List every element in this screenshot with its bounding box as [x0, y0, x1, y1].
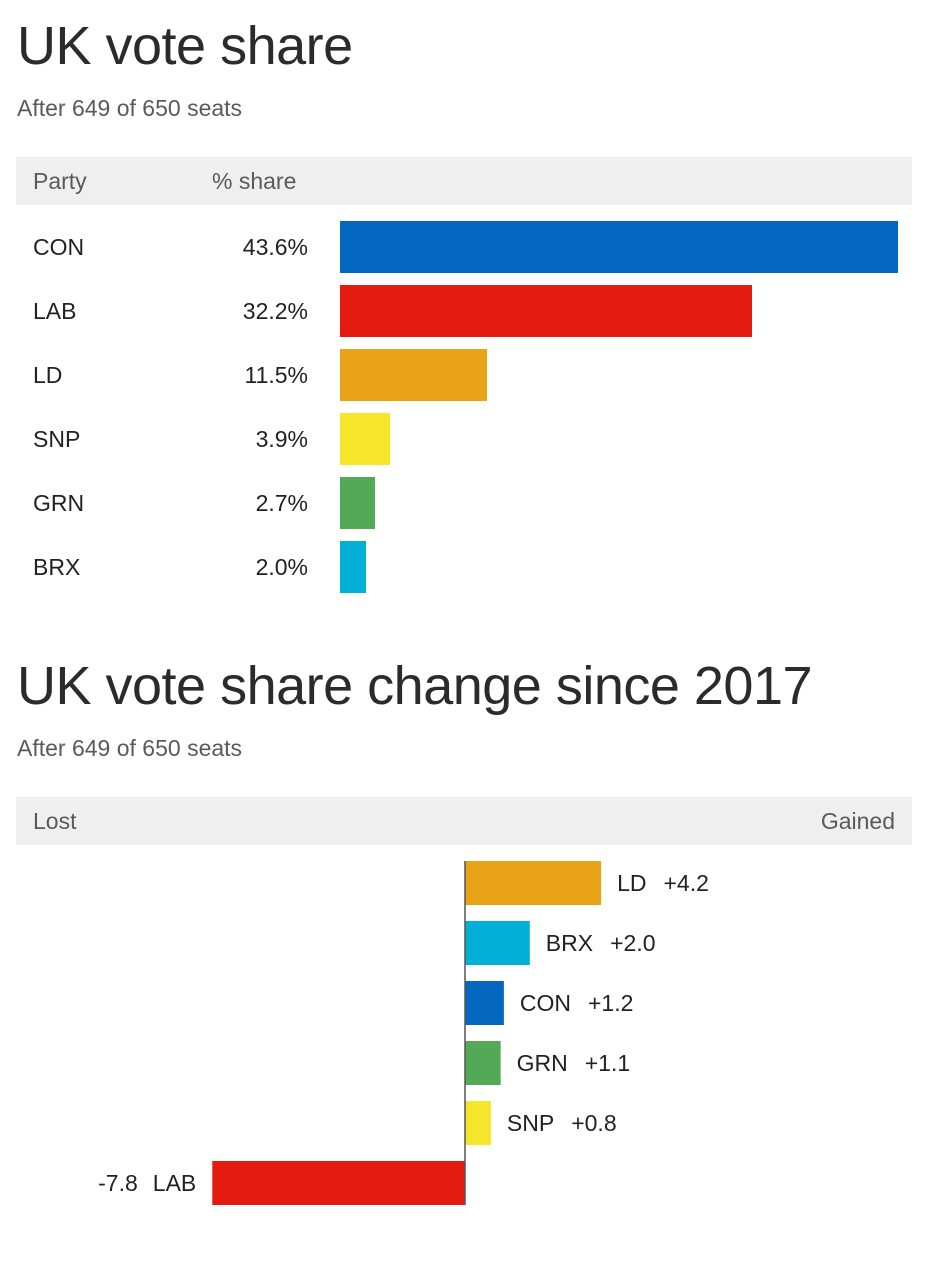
vote-change-title: UK vote share change since 2017 [17, 656, 813, 716]
change-value-label: +0.8 [571, 1110, 616, 1136]
party-label: LAB [33, 298, 77, 324]
party-label: CON [33, 234, 85, 260]
share-bar-grn [340, 477, 375, 529]
share-value-label: 43.6% [242, 234, 308, 260]
change-value-label: -7.8 [98, 1170, 138, 1196]
share-bar-brx [340, 541, 366, 593]
change-value-label: +2.0 [610, 930, 655, 956]
party-label: GRN [33, 490, 85, 516]
lost-header: Lost [33, 808, 77, 834]
change-party-label: SNP [507, 1110, 554, 1136]
share-value-label: 11.5% [244, 362, 308, 388]
share-bar-ld [340, 349, 488, 401]
share-bar-lab [340, 285, 753, 337]
vote-share-row-ld: LD 11.5% [0, 349, 930, 401]
vote-share-row-lab: LAB 32.2% [0, 285, 930, 337]
share-value-label: 2.0% [255, 554, 308, 580]
vote-share-row-con: CON 43.6% [0, 221, 930, 273]
party-label: SNP [33, 426, 81, 452]
vote-change-chart: LD +4.2 BRX +2.0 CON +1.2 GRN +1.1 SNP +0.8 LAB -7.… [98, 861, 709, 1205]
share-bar-con [340, 221, 898, 273]
change-bar-brx [465, 921, 530, 965]
party-label: BRX [33, 554, 81, 580]
party-column-header: Party [33, 168, 87, 194]
change-party-label: BRX [546, 930, 593, 956]
change-bar-snp [465, 1101, 491, 1145]
change-value-label: +4.2 [663, 870, 708, 896]
change-value-label: +1.2 [588, 990, 633, 1016]
change-bar-con [465, 981, 504, 1025]
party-label: LD [33, 362, 63, 388]
share-column-header: % share [212, 168, 297, 194]
vote-share-row-brx: BRX 2.0% [0, 541, 930, 593]
share-bar-snp [340, 413, 390, 465]
vote-change-subtitle: After 649 of 650 seats [17, 735, 243, 761]
change-bar-ld [465, 861, 602, 905]
share-value-label: 32.2% [242, 298, 308, 324]
change-party-label: GRN [517, 1050, 568, 1076]
share-value-label: 3.9% [255, 426, 308, 452]
change-value-label: +1.1 [585, 1050, 630, 1076]
change-bar-grn [465, 1041, 501, 1085]
share-value-label: 2.7% [255, 490, 308, 516]
vote-share-table-header: Party % share [16, 157, 912, 205]
change-party-label: CON [520, 990, 571, 1016]
change-party-label: LAB [153, 1170, 196, 1196]
gained-header: Gained [820, 808, 895, 834]
vote-change-header: Lost Gained [16, 797, 912, 845]
change-bar-lab [212, 1161, 465, 1205]
vote-share-row-snp: SNP 3.9% [0, 413, 930, 465]
change-party-label: LD [617, 870, 646, 896]
vote-share-subtitle: After 649 of 650 seats [17, 95, 243, 121]
vote-share-title: UK vote share [17, 16, 353, 76]
vote-share-row-grn: GRN 2.7% [0, 477, 930, 529]
